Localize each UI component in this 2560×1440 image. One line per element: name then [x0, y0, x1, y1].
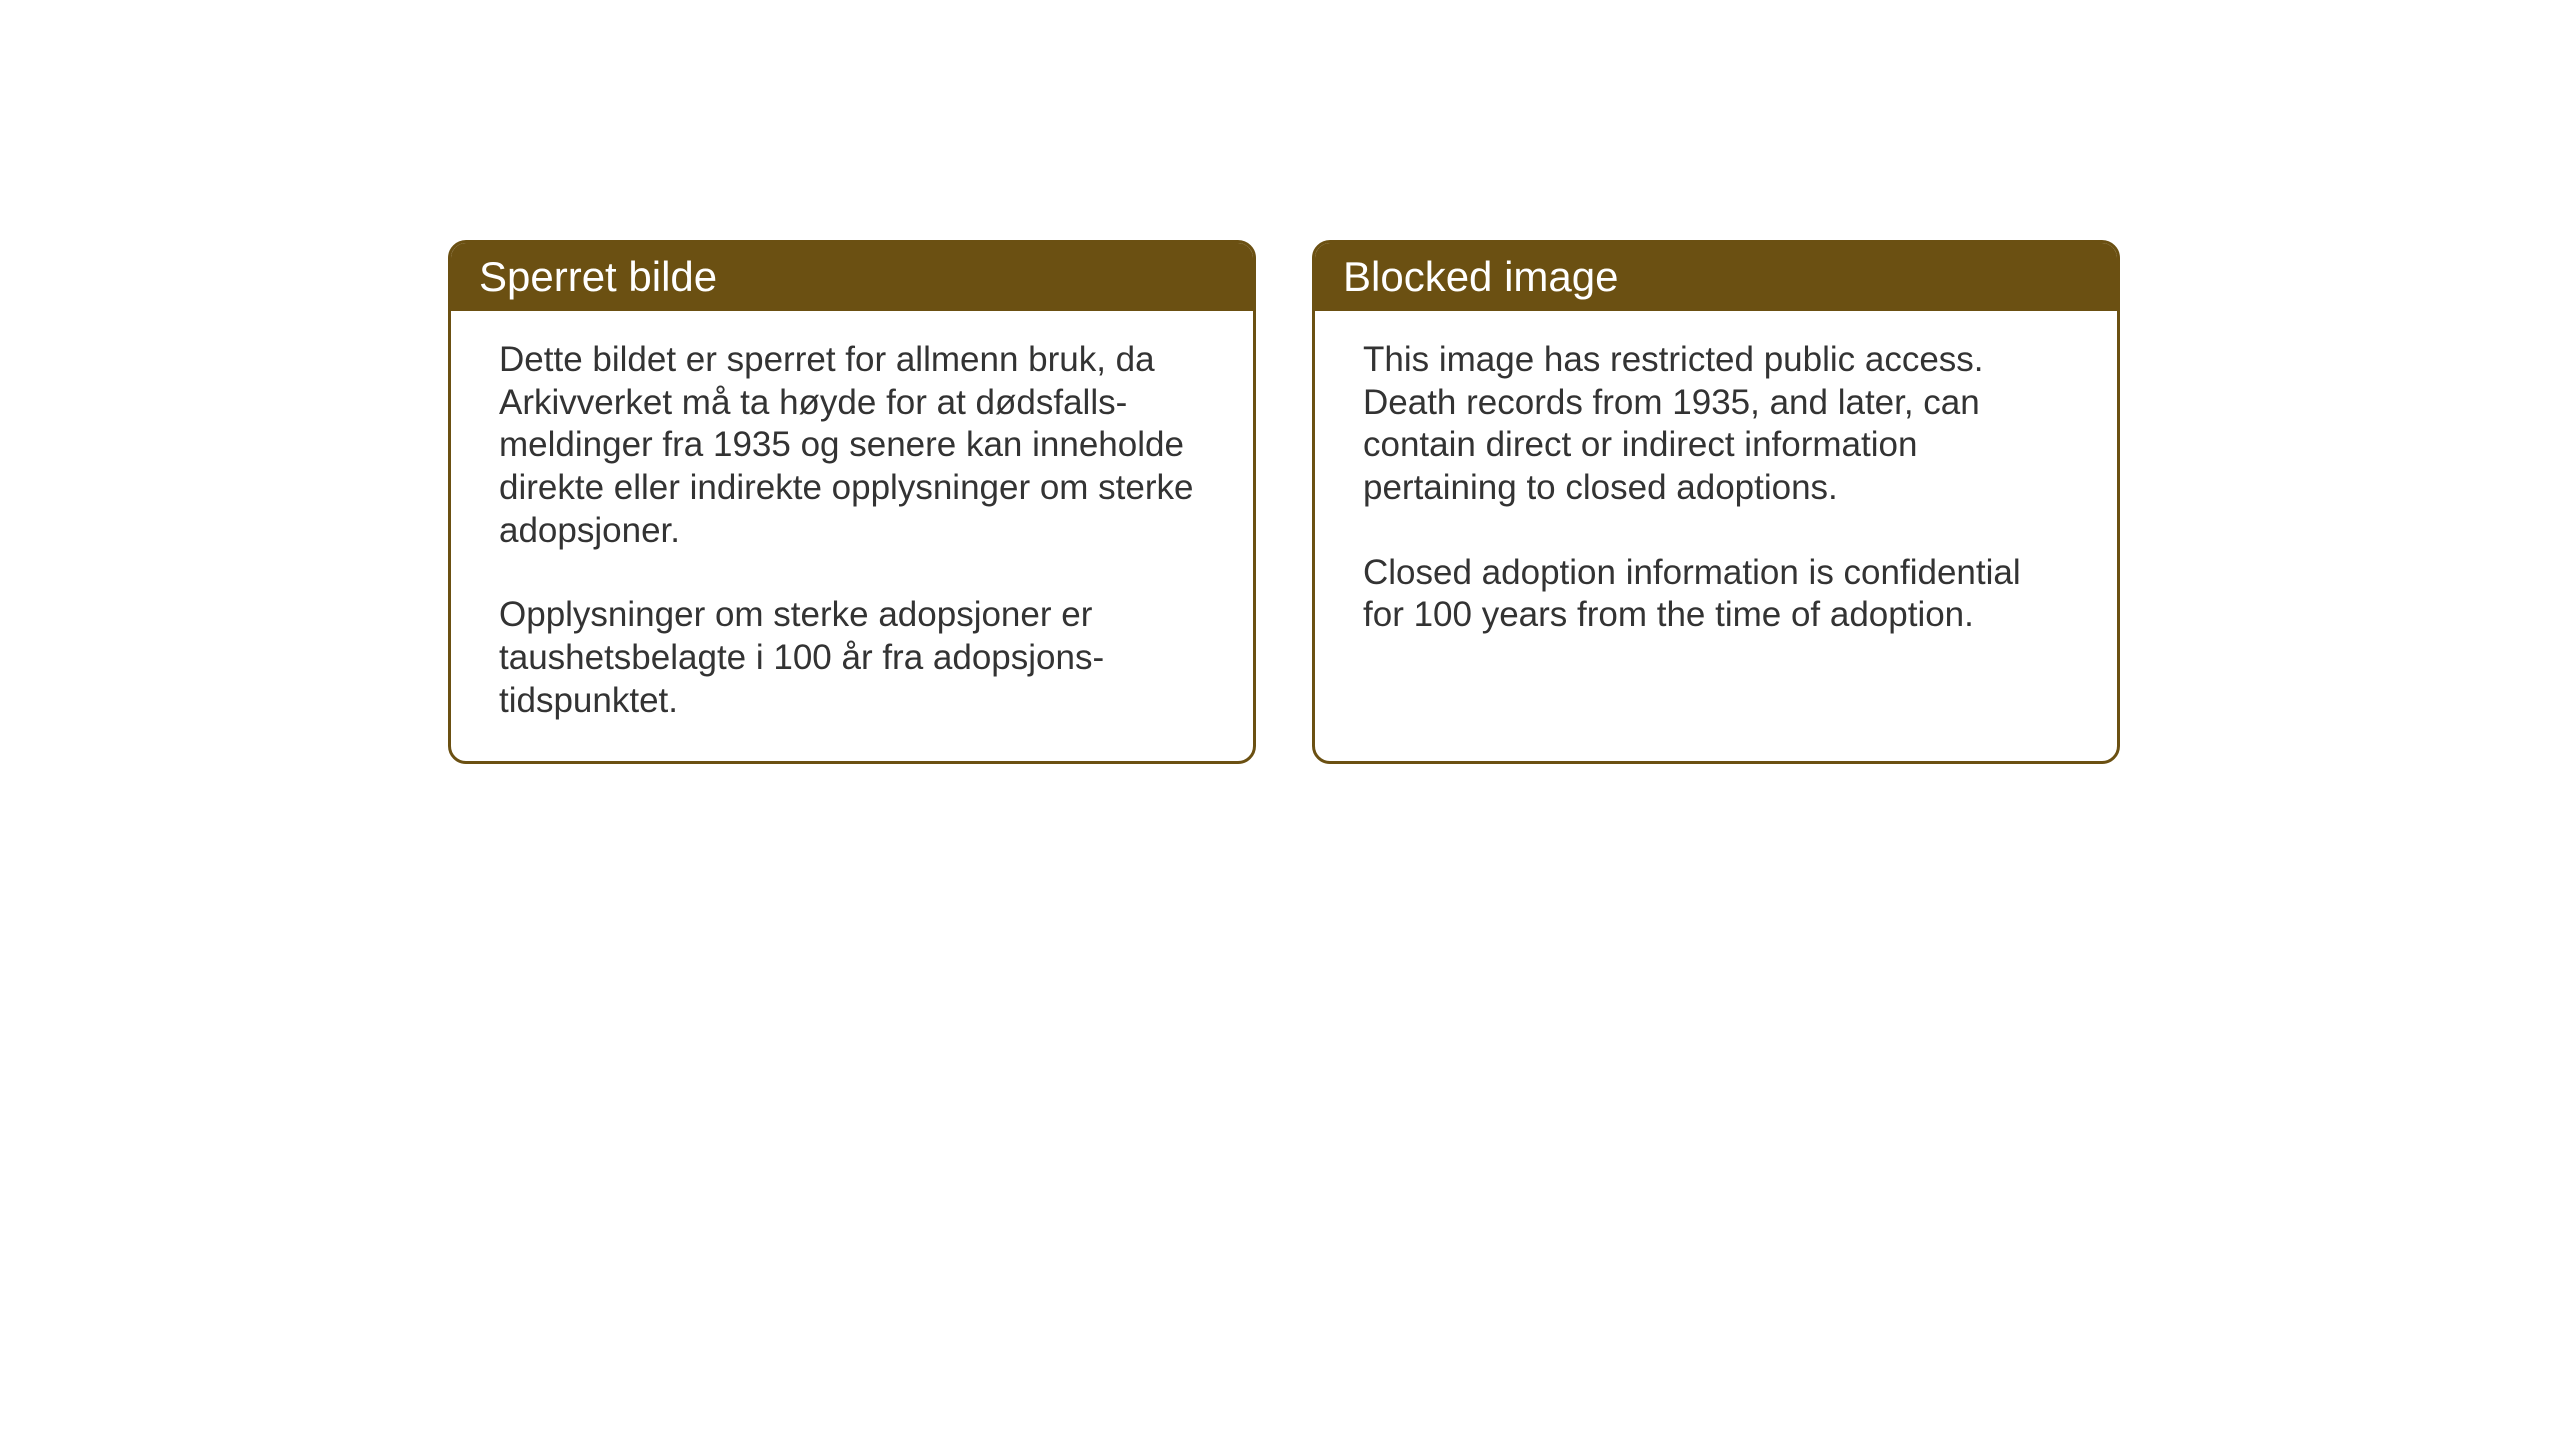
- card-header-norwegian: Sperret bilde: [451, 243, 1253, 311]
- notice-card-norwegian: Sperret bilde Dette bildet er sperret fo…: [448, 240, 1256, 764]
- card-body-norwegian: Dette bildet er sperret for allmenn bruk…: [451, 311, 1253, 761]
- card-paragraph-1-norwegian: Dette bildet er sperret for allmenn bruk…: [499, 339, 1205, 552]
- card-body-english: This image has restricted public access.…: [1315, 311, 2117, 675]
- notice-card-english: Blocked image This image has restricted …: [1312, 240, 2120, 764]
- card-title-english: Blocked image: [1343, 253, 1618, 300]
- card-header-english: Blocked image: [1315, 243, 2117, 311]
- card-paragraph-2-english: Closed adoption information is confident…: [1363, 552, 2069, 637]
- notice-container: Sperret bilde Dette bildet er sperret fo…: [448, 240, 2120, 764]
- card-paragraph-2-norwegian: Opplysninger om sterke adopsjoner er tau…: [499, 594, 1205, 722]
- card-title-norwegian: Sperret bilde: [479, 253, 717, 300]
- card-paragraph-1-english: This image has restricted public access.…: [1363, 339, 2069, 510]
